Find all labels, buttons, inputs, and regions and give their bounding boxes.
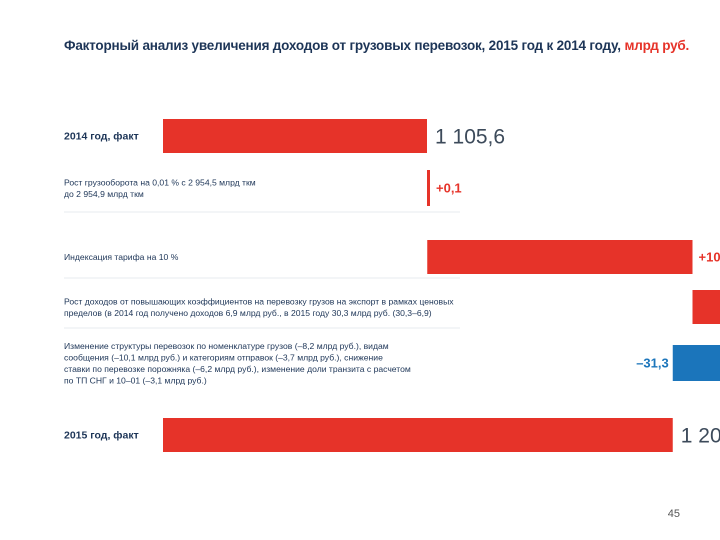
category-label: Рост грузооборота на 0,01 % с 2 954,5 мл… (64, 177, 256, 199)
category-label-line: Индексация тарифа на 10 % (64, 252, 179, 262)
positive-bar (692, 290, 720, 324)
total-bar (163, 119, 427, 153)
factor-row: Рост грузооборота на 0,01 % с 2 954,5 мл… (64, 170, 462, 213)
negative-bar (672, 345, 720, 381)
value-label: 1 105,6 (435, 126, 505, 149)
category-label-line: по ТП СНГ и 10–01 (–3,1 млрд руб.) (64, 375, 207, 385)
category-label-line: Рост доходов от повышающих коэффициентов… (64, 296, 454, 306)
category-label-line: Изменение структуры перевозок по номенкл… (64, 341, 389, 351)
category-label-line: пределов (в 2014 год получено доходов 6,… (64, 308, 432, 318)
category-label-line: ставки по перевозке порожняка (–6,2 млрд… (64, 364, 411, 374)
value-label: +106,1 (699, 250, 720, 265)
positive-bar (427, 170, 430, 206)
page-number: 45 (667, 508, 680, 520)
category-label-line: сообщения (–10,1 млрд руб.) и категориям… (64, 352, 383, 362)
total-bar (163, 418, 673, 452)
category-label: Индексация тарифа на 10 % (64, 252, 179, 262)
value-label: –31,3 (636, 356, 669, 371)
category-label: 2015 год, факт (64, 430, 139, 442)
factor-row: Изменение структуры перевозок по номенкл… (64, 341, 720, 386)
value-label: 1 203,9 (681, 425, 720, 448)
category-label: 2014 год, факт (64, 131, 139, 143)
factor-row: Рост доходов от повышающих коэффициентов… (64, 290, 720, 329)
factor-row: Индексация тарифа на 10 % +106,1 (64, 240, 720, 279)
waterfall-chart: 2014 год, факт 1 105,6 Рост грузооборота н… (64, 119, 720, 452)
value-label: +0,1 (436, 181, 462, 196)
category-label-line: 2014 год, факт (64, 131, 139, 143)
chart-title: Факторный анализ увеличения доходов от г… (64, 38, 689, 53)
chart-title-main: Факторный анализ увеличения доходов от г… (64, 38, 621, 53)
category-label-line: Рост грузооборота на 0,01 % с 2 954,5 мл… (64, 177, 256, 187)
category-label-line: до 2 954,9 млрд ткм (64, 189, 144, 199)
total-row: 2014 год, факт 1 105,6 (64, 119, 505, 153)
positive-bar (427, 240, 693, 274)
category-label: Изменение структуры перевозок по номенкл… (64, 341, 411, 386)
category-label: Рост доходов от повышающих коэффициентов… (64, 296, 454, 318)
chart-title-unit: млрд руб. (624, 38, 690, 53)
category-label-line: 2015 год, факт (64, 430, 139, 442)
